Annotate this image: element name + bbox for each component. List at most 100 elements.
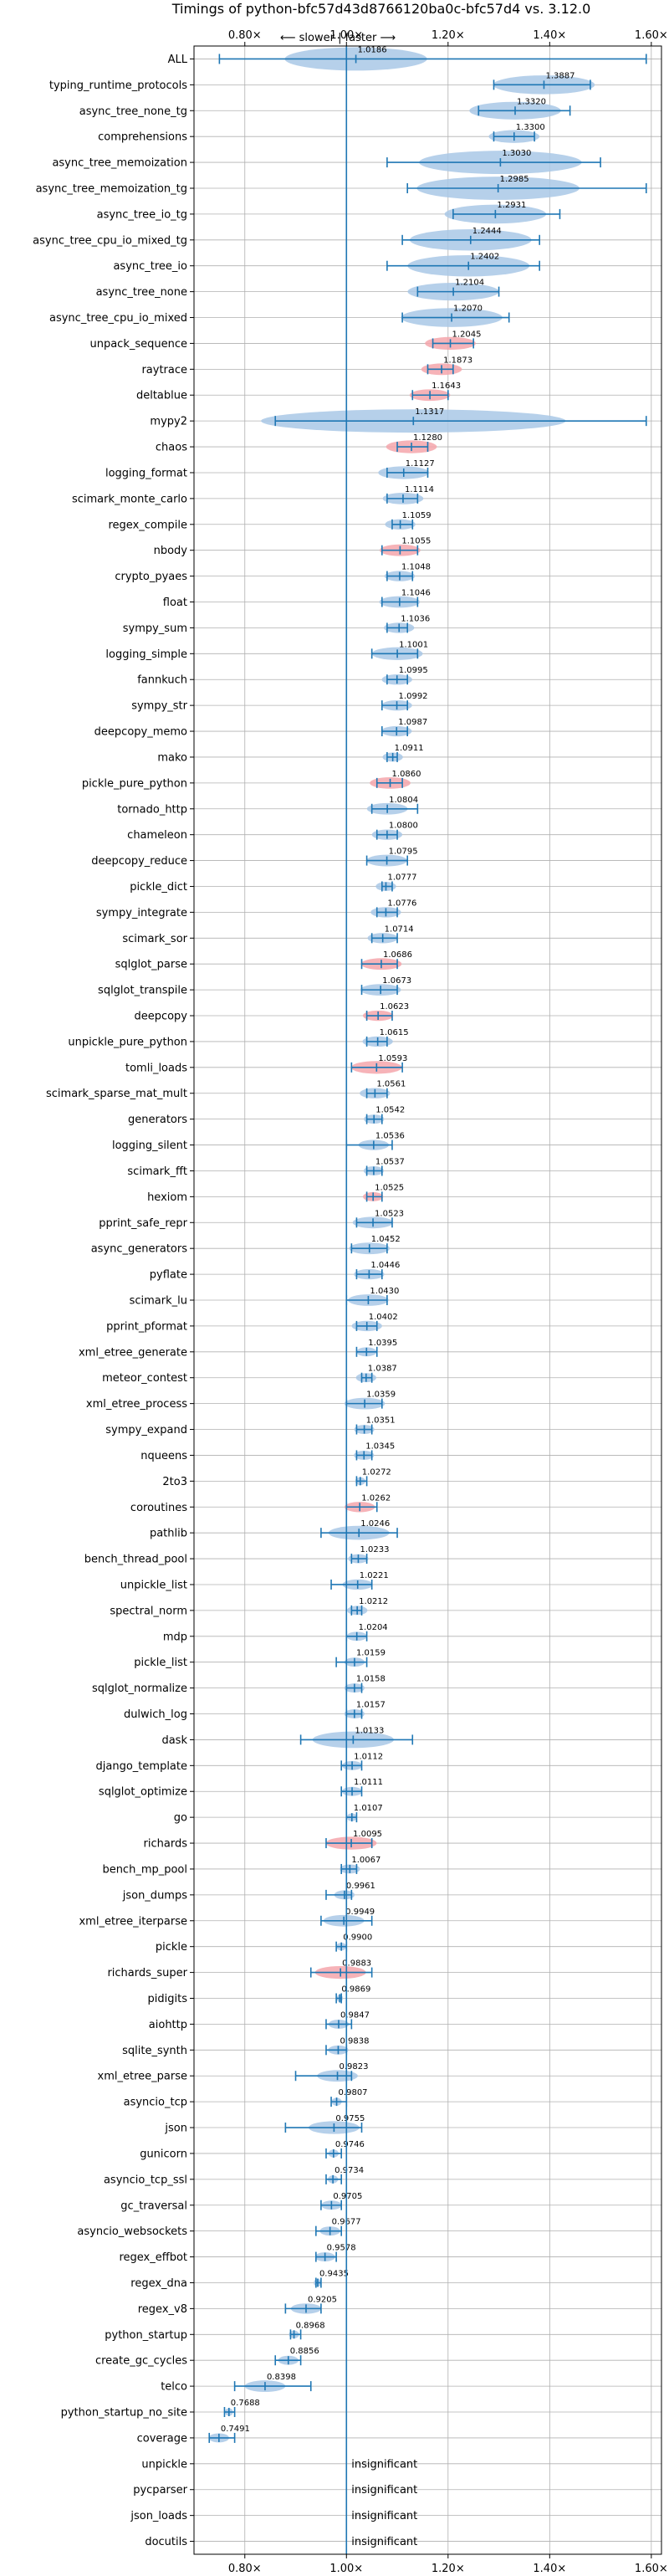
benchmark-name-label: unpickle_list — [120, 1579, 187, 1591]
benchmark-name-label: crypto_pyaes — [115, 571, 187, 583]
value-label: 0.9435 — [319, 2269, 349, 2278]
value-label: 0.9755 — [335, 2114, 365, 2123]
x-tick-label-bottom: 1.00× — [329, 2563, 363, 2575]
benchmark-name-label: mdp — [163, 1631, 187, 1643]
benchmark-name-label: sympy_integrate — [96, 907, 187, 919]
value-label: 1.0593 — [378, 1054, 407, 1063]
benchmark-name-label: tomli_loads — [125, 1062, 187, 1074]
benchmark-name-label: dask — [161, 1734, 187, 1747]
value-label: 0.9869 — [341, 1984, 370, 1994]
benchmark-name-label: docutils — [145, 2536, 187, 2548]
benchmark-name-label: async_tree_cpu_io_mixed — [49, 312, 187, 325]
benchmark-name-label: 2to3 — [162, 1476, 187, 1488]
insignificant-label: insignificant — [351, 2484, 417, 2497]
value-label: 1.0536 — [375, 1132, 405, 1141]
benchmark-name-label: gunicorn — [140, 2148, 187, 2160]
benchmark-name-label: bench_mp_pool — [102, 1863, 187, 1876]
value-label: 1.0615 — [380, 1028, 409, 1037]
value-label: 1.0246 — [360, 1519, 390, 1529]
value-label: 1.0067 — [351, 1856, 380, 1865]
benchmark-name-label: pickle_list — [134, 1657, 187, 1669]
benchmark-name-label: scimark_fft — [127, 1165, 187, 1178]
benchmark-name-label: pickle_pure_python — [82, 777, 187, 790]
benchmark-name-label: scimark_sor — [122, 933, 187, 945]
benchmark-name-label: async_tree_io — [113, 260, 187, 273]
benchmark-name-label: deepcopy — [134, 1011, 187, 1023]
value-label: 1.0359 — [366, 1390, 396, 1400]
value-label: 1.2402 — [470, 253, 499, 262]
value-label: 1.3030 — [502, 149, 531, 158]
benchmark-name-label: regex_compile — [108, 519, 187, 531]
value-label: 1.0095 — [353, 1830, 382, 1839]
value-label: 0.7491 — [221, 2425, 250, 2434]
benchmark-name-label: asyncio_tcp_ssl — [104, 2174, 187, 2186]
value-label: 0.9883 — [342, 1959, 371, 1969]
benchmark-name-label: comprehensions — [98, 131, 187, 144]
x-tick-label-bottom: 1.20× — [432, 2563, 465, 2575]
value-label: 1.0860 — [392, 770, 421, 779]
benchmark-name-label: pycparser — [133, 2484, 187, 2497]
benchmark-name-label: go — [174, 1812, 187, 1825]
benchmark-name-label: python_startup_no_site — [61, 2407, 187, 2420]
value-label: 1.0800 — [389, 822, 418, 831]
value-label: 1.3300 — [516, 123, 545, 132]
benchmark-name-label: deepcopy_memo — [94, 726, 187, 739]
value-label: 1.0452 — [371, 1235, 401, 1244]
value-label: 1.2985 — [500, 175, 529, 184]
benchmark-name-label: pickle_dict — [130, 881, 187, 894]
value-label: 1.0212 — [359, 1597, 388, 1606]
value-label: 1.1036 — [401, 614, 430, 623]
value-label: 1.0714 — [385, 924, 414, 934]
value-label: 0.9961 — [346, 1882, 375, 1891]
benchmark-name-label: pprint_pformat — [106, 1320, 187, 1333]
benchmark-name-label: pidigits — [148, 1993, 188, 2005]
value-label: 1.0157 — [356, 1701, 386, 1710]
benchmark-name-label: async_tree_none — [96, 286, 187, 299]
benchmark-name-label: asyncio_tcp — [124, 2097, 187, 2109]
benchmark-name-label: tornado_http — [117, 803, 187, 816]
benchmark-name-label: unpickle — [141, 2458, 187, 2471]
value-label: 1.1317 — [415, 407, 444, 417]
value-label: 0.8856 — [290, 2347, 319, 2356]
value-label: 1.2444 — [472, 227, 502, 236]
benchmark-name-label: logging_silent — [112, 1139, 187, 1152]
benchmark-name-label: async_tree_memoization_tg — [36, 182, 187, 195]
benchmark-name-label: sqlite_synth — [122, 2045, 187, 2057]
value-label: 1.0395 — [368, 1339, 397, 1348]
x-tick-label-bottom: 1.60× — [635, 2563, 668, 2575]
benchmark-name-label: pyflate — [150, 1269, 187, 1282]
benchmark-name-label: fannkuch — [137, 674, 187, 687]
benchmark-name-label: sqlglot_transpile — [98, 985, 187, 997]
value-label: 1.0623 — [380, 1002, 409, 1011]
benchmark-name-label: hexiom — [147, 1191, 187, 1204]
benchmark-name-label: logging_simple — [105, 648, 187, 661]
value-label: 1.0804 — [389, 796, 418, 805]
value-label: 1.3887 — [545, 71, 575, 80]
value-label: 1.1059 — [402, 511, 432, 520]
benchmark-name-label: django_template — [96, 1760, 187, 1773]
value-label: 1.0446 — [370, 1261, 400, 1270]
value-label: 1.0186 — [358, 45, 387, 54]
violins — [208, 47, 647, 2443]
benchmark-name-label: nqueens — [140, 1450, 187, 1462]
benchmark-name-label: float — [163, 597, 187, 609]
value-label: 1.0992 — [399, 692, 428, 701]
benchmark-name-label: typing_runtime_protocols — [49, 79, 187, 92]
benchmark-name-label: bench_thread_pool — [84, 1554, 187, 1566]
benchmark-name-label: json — [164, 2123, 187, 2135]
benchmark-name-label: json_dumps — [122, 1889, 187, 1902]
benchmark-name-label: chaos — [156, 442, 187, 454]
value-label: 1.2045 — [452, 330, 482, 339]
benchmark-name-label: sqlglot_parse — [115, 959, 187, 971]
benchmark-name-label: json_loads — [130, 2510, 187, 2522]
benchmark-name-label: spectral_norm — [110, 1605, 187, 1617]
value-label: 1.0911 — [395, 744, 424, 753]
benchmark-name-label: mako — [157, 751, 187, 764]
benchmark-name-label: async_tree_io_tg — [97, 208, 187, 221]
value-label: 1.0777 — [387, 873, 416, 882]
value-label: 1.0107 — [354, 1804, 383, 1813]
benchmark-name-label: async_tree_cpu_io_mixed_tg — [33, 234, 187, 247]
benchmark-name-label: richards_super — [107, 1967, 187, 1979]
axes: 0.80× 0.80× 1.00× 1.00× 1.20× 1.20× 1.40× 1.40×… — [190, 29, 668, 2575]
